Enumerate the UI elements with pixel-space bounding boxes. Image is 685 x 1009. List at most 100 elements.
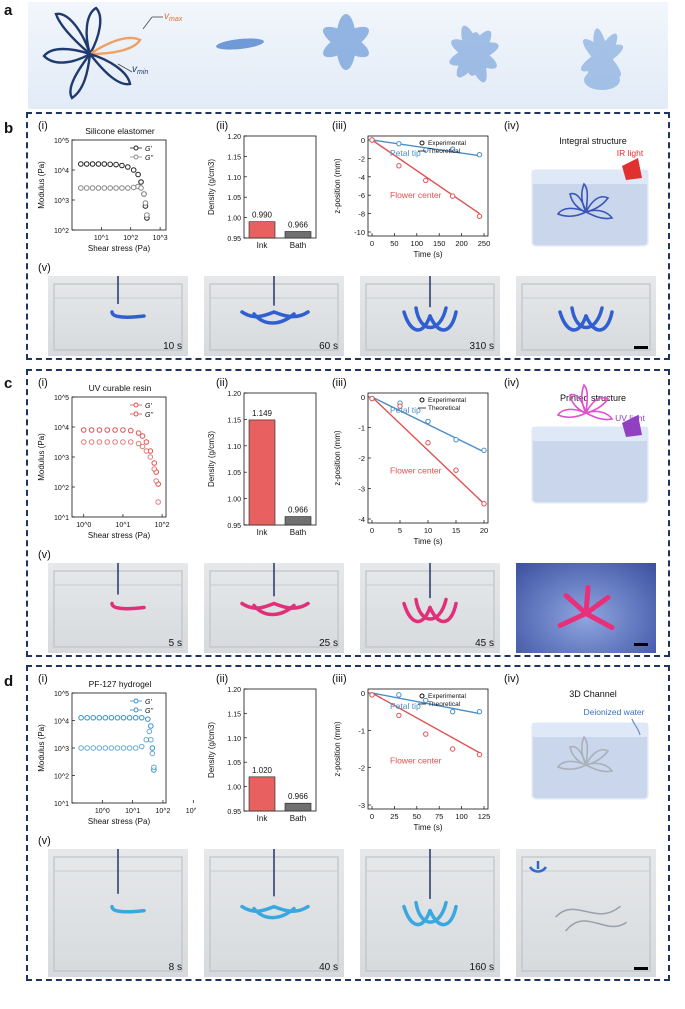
zposition-xtick-label: 75 [435, 812, 443, 821]
modulus-point-gdoubleprime [83, 185, 90, 191]
scale-bar [634, 967, 648, 970]
modulus-point-gdoubleprime [112, 439, 118, 445]
zposition-ytick-label: -2 [358, 454, 365, 463]
zposition-ylabel: z-position (mm) [333, 721, 342, 776]
legend-theoretical: Theoretical [428, 701, 461, 708]
modulus-xtick-label: 10^1 [94, 235, 109, 242]
zposition-point-center [369, 692, 375, 698]
panel-label-d: d [4, 673, 14, 690]
density-tick-label: 1.05 [227, 470, 241, 477]
zposition-xlabel: Time (s) [413, 250, 442, 259]
modulus-point-gprime [120, 427, 126, 433]
gel-bath-top [532, 427, 648, 441]
zposition-point-tip [425, 418, 431, 425]
flower-center-label: Flower center [390, 190, 442, 200]
modulus-point-gprime [108, 714, 115, 721]
structure-title: Integral structure [559, 136, 627, 146]
modulus-chart: UV curable resin 10^1 10^2 10^3 10^4 10^5 10^0… [37, 383, 170, 540]
modulus-ytick-label: 10^1 [54, 801, 69, 808]
printed-flower [402, 306, 458, 332]
flower-sequence: vmax vmin [42, 6, 624, 100]
zposition-point-center [423, 731, 429, 737]
zposition-xtick-label: 200 [455, 239, 468, 248]
density-tick-label: 1.05 [227, 195, 241, 202]
zposition-xtick-label: 25 [390, 812, 398, 821]
time-label: 160 s [469, 962, 494, 973]
zposition-point-center [449, 746, 456, 752]
zposition-ytick-label: -10 [354, 228, 365, 237]
density-value-label: 1.020 [252, 766, 273, 775]
zposition-point-center [397, 403, 403, 409]
modulus-ytick-label: 10^1 [54, 515, 69, 522]
sub-label-0: (i) [38, 673, 48, 685]
legend-marker [419, 140, 425, 146]
density-category-label: Bath [290, 241, 306, 250]
zposition-ytick-label: 0 [361, 393, 365, 402]
density-bar-ink [248, 776, 276, 812]
sub-label-1: (ii) [216, 120, 229, 132]
zposition-ytick-label: -3 [358, 485, 365, 494]
sub-label-2: (iii) [332, 673, 347, 685]
modulus-point-gdoubleprime [126, 745, 133, 751]
print-snapshot-3 [516, 849, 656, 977]
density-tick-label: 1.10 [227, 175, 241, 182]
flower-petal [581, 735, 589, 766]
modulus-ytick-label: 10^3 [54, 198, 69, 205]
modulus-ytick-label: 10^5 [54, 138, 69, 145]
density-tick-label: 1.05 [227, 760, 241, 767]
modulus-xtick-label: 10^0 [76, 522, 91, 529]
modulus-point-gdoubleprime [141, 191, 147, 197]
flower-petal [581, 383, 589, 414]
modulus-xtick-label: 10^3 [186, 808, 196, 815]
zposition-ytick-label: -1 [358, 726, 365, 735]
zposition-point-tip [396, 140, 402, 147]
modulus-xtick-label: 10^2 [155, 522, 170, 529]
zposition-point-center [476, 213, 483, 220]
zposition-point-center [425, 440, 431, 446]
zposition-point-tip [476, 708, 483, 715]
density-tick-label: 1.00 [227, 785, 241, 792]
flower-petal [581, 182, 589, 213]
flower-stage-3 [449, 25, 499, 83]
modulus-point-gprime [112, 427, 118, 433]
modulus-point-gprime [88, 427, 95, 433]
sub-label-3: (iv) [504, 120, 520, 132]
time-label: 45 s [475, 638, 494, 649]
petal-tip-label: Petal tip [390, 405, 421, 415]
modulus-point-gdoubleprime [135, 440, 142, 447]
modulus-point-gprime [114, 714, 121, 721]
legend-label: G' [145, 146, 152, 153]
density-value-label: 0.990 [252, 211, 273, 220]
modulus-point-gdoubleprime [78, 185, 84, 191]
legend-experimental: Experimental [428, 397, 466, 404]
modulus-point-gprime [151, 460, 158, 466]
flower-stage-2 [323, 14, 369, 70]
legend-marker [419, 397, 425, 403]
water-flow-icon [631, 718, 641, 736]
printed-flower [240, 601, 310, 617]
legend-theoretical: Theoretical [428, 148, 461, 155]
zposition-point-center [476, 751, 483, 758]
zposition-point-tip [453, 437, 459, 443]
time-label: 40 s [319, 962, 338, 973]
modulus-point-gprime [80, 427, 87, 433]
sub-label-3: (iv) [504, 673, 520, 685]
density-tick-label: 1.00 [227, 497, 241, 504]
zposition-xtick-label: 100 [411, 239, 424, 248]
zposition-point-center [369, 137, 375, 143]
modulus-point-gprime [95, 161, 102, 167]
modulus-chart: Silicone elastomer 10^2 10^3 10^4 10^5 10^1 10… [37, 126, 168, 253]
density-tick-label: 1.15 [227, 711, 241, 718]
modulus-ytick-label: 10^5 [54, 395, 69, 402]
legend-experimental: Experimental [428, 693, 466, 700]
modulus-point-gdoubleprime [142, 200, 149, 206]
legend-label: G' [145, 403, 152, 410]
sub-label-v: (v) [38, 835, 51, 847]
modulus-point-gdoubleprime [151, 764, 157, 771]
density-value-label: 1.149 [252, 409, 273, 418]
modulus-point-gprime [138, 714, 145, 721]
snapshot-drawing [53, 276, 183, 351]
structure-illustration: 3D Channel Deionized water [531, 689, 649, 800]
modulus-point-gprime [96, 427, 103, 433]
density-tick-label: 0.95 [227, 523, 241, 530]
